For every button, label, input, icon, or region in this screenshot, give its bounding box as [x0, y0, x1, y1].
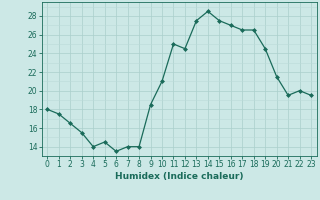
X-axis label: Humidex (Indice chaleur): Humidex (Indice chaleur) — [115, 172, 244, 181]
